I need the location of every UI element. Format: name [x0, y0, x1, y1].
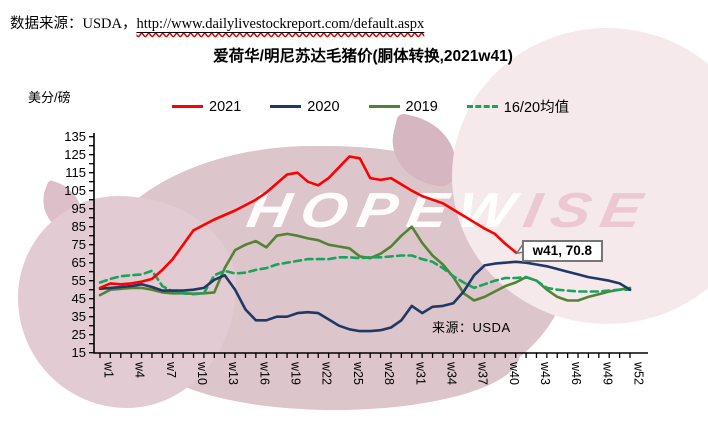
- legend-item-2020: 2020: [270, 98, 340, 115]
- y-axis-tick-label: 125: [64, 147, 86, 162]
- legend-item-2019: 2019: [368, 98, 438, 115]
- y-axis-tick-label: 105: [64, 183, 86, 198]
- y-axis-unit-label: 美分/磅: [28, 90, 71, 105]
- y-axis-tick-label: 35: [72, 309, 86, 324]
- data-source-url-link[interactable]: http://www.dailylivestockreport.com/defa…: [136, 16, 424, 32]
- legend-line-swatch-2019: [368, 105, 400, 108]
- x-axis-tick-label: w16: [257, 361, 271, 385]
- x-axis-tick-label: w28: [382, 361, 396, 385]
- x-axis-tick-label: w10: [195, 361, 209, 385]
- y-axis-tick-label: 85: [72, 219, 86, 234]
- chart-legend: 2021 2020 2019 16/20均值: [172, 96, 569, 117]
- x-axis-tick-label: w22: [320, 361, 334, 385]
- legend-line-swatch-2020: [270, 105, 302, 108]
- latest-value-callout: w41, 70.8: [521, 240, 603, 263]
- x-axis-tick-label: w31: [413, 361, 427, 385]
- x-axis-tick-label: w49: [600, 361, 614, 385]
- legend-label-average: 16/20均值: [503, 100, 570, 116]
- x-axis-tick-label: w4: [133, 361, 147, 378]
- legend-item-2021: 2021: [172, 99, 241, 115]
- y-axis-tick-label: 55: [72, 273, 86, 288]
- y-axis-tick-label: 135: [64, 129, 86, 144]
- legend-label-2019: 2019: [405, 98, 438, 115]
- x-axis-tick-label: w43: [538, 361, 552, 385]
- x-axis-tick-label: w40: [507, 361, 521, 385]
- x-axis-tick-label: w46: [569, 361, 583, 385]
- series-line-16/20均值: [98, 254, 632, 296]
- data-source-url-text: http://www.dailylivestockreport.com/defa…: [136, 16, 425, 32]
- x-axis-tick-label: w19: [289, 361, 303, 385]
- series-line-2020: [98, 260, 632, 333]
- legend-label-2020: 2020: [307, 98, 340, 115]
- x-axis-tick-label: w13: [226, 361, 240, 385]
- legend-label-2021: 2021: [209, 98, 242, 115]
- y-axis-tick-label: 25: [72, 327, 86, 342]
- x-axis-tick-label: w37: [476, 361, 490, 385]
- x-axis-tick-label: w7: [164, 361, 178, 378]
- data-source-prefix: 数据来源：USDA，: [10, 16, 137, 32]
- x-axis-tick-label: w1: [102, 361, 116, 378]
- x-axis-tick-label: w25: [351, 361, 365, 385]
- y-axis-tick-label: 75: [72, 237, 86, 252]
- y-axis-tick-label: 115: [65, 165, 86, 180]
- y-axis-tick-label: 45: [72, 291, 86, 306]
- y-axis-tick-label: 15: [72, 345, 86, 360]
- data-source-line: 数据来源：USDA，http://www.dailylivestockrepor…: [10, 12, 424, 33]
- page-title: 爱荷华/明尼苏达毛猪价(胴体转换,2021w41): [213, 48, 513, 65]
- y-axis-tick-label: 95: [72, 201, 86, 216]
- series-line-2021: [98, 155, 518, 290]
- legend-item-average: 16/20均值: [466, 96, 570, 117]
- x-axis-tick-label: w52: [632, 361, 646, 385]
- y-axis-tick-label: 65: [72, 255, 86, 270]
- legend-line-swatch-2021: [172, 105, 203, 108]
- legend-line-swatch-average: [466, 105, 498, 108]
- x-axis-tick-label: w34: [444, 361, 458, 385]
- inner-source-label: 来源：USDA: [432, 320, 511, 335]
